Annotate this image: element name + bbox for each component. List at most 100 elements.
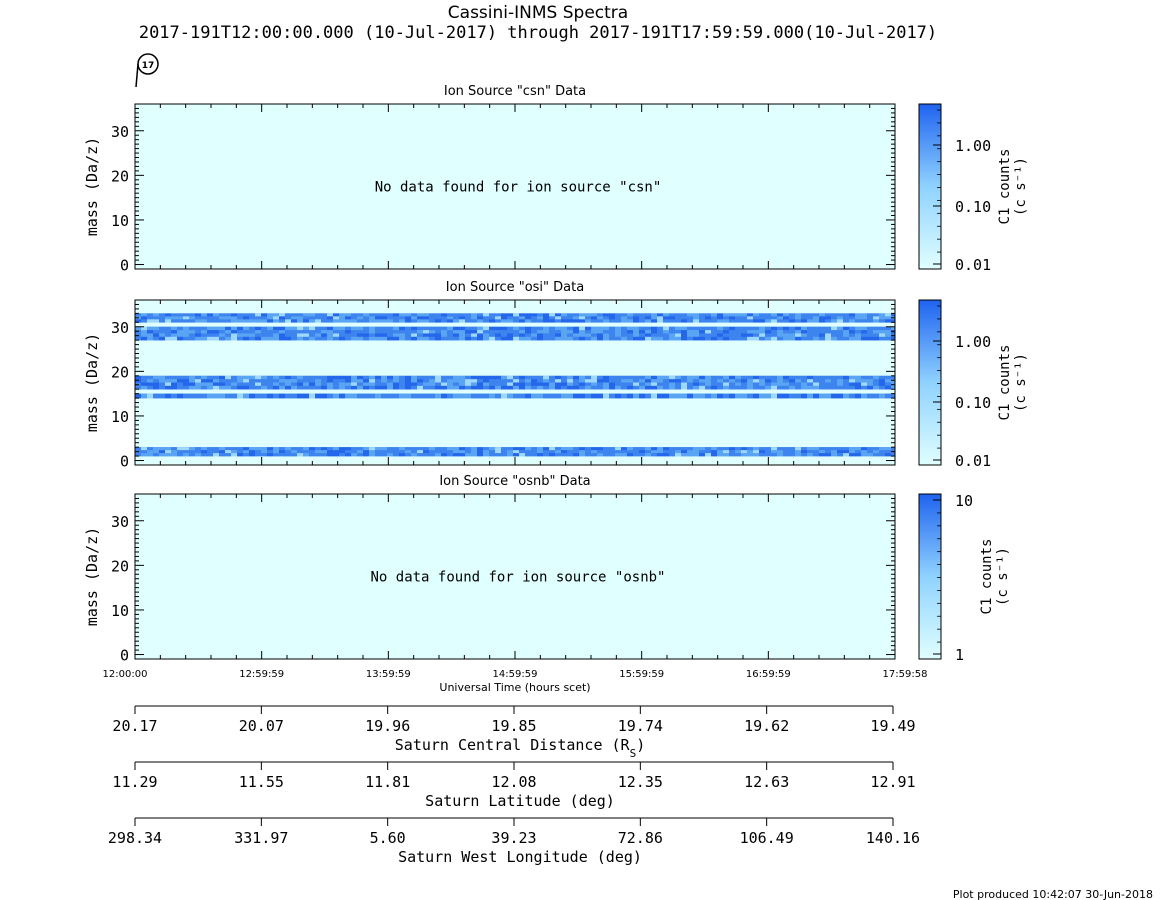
band-cell: [453, 379, 459, 383]
band-cell: [333, 379, 339, 383]
band-cell: [339, 336, 345, 341]
band-cell: [279, 393, 285, 399]
band-cell: [675, 393, 681, 399]
band-cell: [729, 447, 735, 451]
band-cell: [345, 316, 351, 320]
band-cell: [831, 316, 837, 320]
band-cell: [885, 326, 891, 331]
band-cell: [249, 382, 255, 387]
band-cell: [411, 379, 417, 383]
band-cell: [201, 382, 207, 387]
band-cell: [825, 316, 831, 320]
band-cell: [579, 393, 585, 399]
band-cell: [555, 313, 561, 317]
band-cell: [807, 330, 813, 334]
band-cell: [663, 319, 669, 323]
band-cell: [429, 450, 435, 454]
band-cell: [777, 382, 783, 387]
band-cell: [381, 393, 387, 399]
band-cell: [741, 385, 747, 390]
band-cell: [285, 447, 291, 451]
band-cell: [243, 450, 249, 454]
band-cell: [519, 450, 525, 454]
band-cell: [345, 375, 351, 380]
band-cell: [225, 326, 231, 331]
y-tick-label: 20: [111, 363, 129, 381]
band-cell: [651, 313, 657, 317]
band-cell: [357, 453, 363, 457]
band-cell: [543, 450, 549, 454]
band-cell: [819, 326, 825, 331]
band-cell: [423, 450, 429, 454]
band-cell: [843, 326, 849, 331]
band-cell: [741, 330, 747, 334]
time-tick-label: 17:59:58: [883, 669, 928, 680]
band-cell: [645, 319, 651, 323]
band-cell: [189, 313, 195, 317]
band-cell: [687, 336, 693, 341]
band-cell: [225, 385, 231, 390]
band-cell: [165, 313, 171, 317]
band-cell: [237, 450, 243, 454]
band-cell: [591, 447, 597, 451]
band-cell: [249, 450, 255, 454]
band-cell: [393, 447, 399, 451]
band-cell: [711, 326, 717, 331]
band-cell: [213, 319, 219, 323]
band-cell: [681, 393, 687, 399]
band-cell: [579, 382, 585, 387]
band-cell: [411, 330, 417, 334]
band-cell: [255, 336, 261, 341]
band-cell: [633, 385, 639, 390]
band-cell: [585, 393, 591, 399]
y-tick-label: 20: [111, 557, 129, 575]
band-cell: [495, 379, 501, 383]
band-cell: [837, 375, 843, 380]
band-cell: [411, 450, 417, 454]
band-cell: [543, 330, 549, 334]
band-cell: [483, 450, 489, 454]
band-cell: [417, 382, 423, 387]
band-cell: [321, 319, 327, 323]
band-cell: [531, 319, 537, 323]
band-cell: [525, 453, 531, 457]
band-cell: [567, 313, 573, 317]
band-cell: [465, 453, 471, 457]
band-cell: [879, 330, 885, 334]
band-cell: [483, 316, 489, 320]
band-cell: [603, 336, 609, 341]
band-cell: [693, 385, 699, 390]
band-cell: [237, 385, 243, 390]
band-cell: [231, 382, 237, 387]
band-cell: [219, 326, 225, 331]
band-cell: [459, 319, 465, 323]
band-cell: [861, 333, 867, 338]
band-cell: [621, 450, 627, 454]
band-cell: [471, 393, 477, 399]
band-cell: [831, 326, 837, 331]
band-cell: [453, 316, 459, 320]
band-cell: [501, 326, 507, 331]
band-cell: [579, 450, 585, 454]
band-cell: [489, 316, 495, 320]
band-cell: [147, 316, 153, 320]
band-cell: [369, 379, 375, 383]
band-cell: [357, 336, 363, 341]
band-cell: [291, 326, 297, 331]
band-cell: [171, 450, 177, 454]
band-cell: [135, 447, 141, 451]
band-cell: [819, 385, 825, 390]
band-cell: [429, 379, 435, 383]
band-cell: [141, 316, 147, 320]
band-cell: [735, 336, 741, 341]
band-cell: [621, 453, 627, 457]
band-cell: [753, 453, 759, 457]
band-cell: [699, 447, 705, 451]
band-cell: [483, 447, 489, 451]
band-cell: [627, 316, 633, 320]
band-cell: [219, 333, 225, 338]
band-cell: [483, 313, 489, 317]
band-cell: [291, 319, 297, 323]
band-cell: [303, 382, 309, 387]
band-cell: [891, 393, 895, 399]
